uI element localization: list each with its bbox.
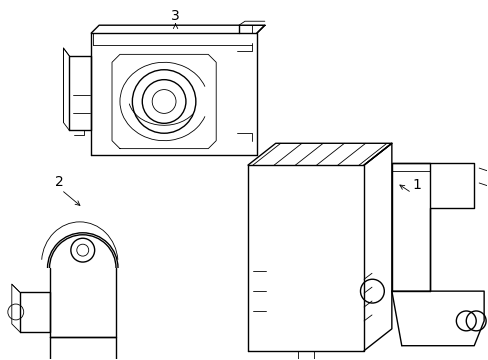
Text: 2: 2 [55,175,63,189]
Text: 3: 3 [171,9,180,23]
Text: 1: 1 [411,178,420,192]
